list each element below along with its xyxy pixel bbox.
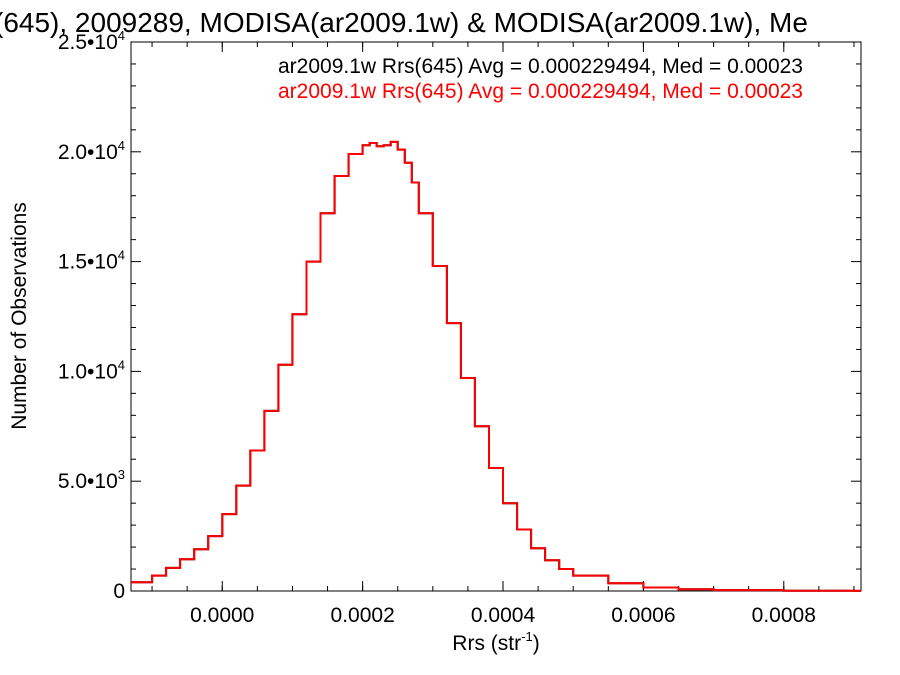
legend-entry-1: ar2009.1w Rrs(645) Avg = 0.000229494, Me… [278,55,803,78]
series-line-2 [131,140,861,592]
x-tick-label: 0.0006 [611,604,675,627]
y-tick-label: 2.0•104 [58,138,125,164]
y-axis-label: Number of Observations [8,202,31,430]
y-tick-label: 1.5•104 [58,248,125,274]
x-tick-label: 0.0004 [471,604,536,627]
x-axis-label: Rrs (str-1) [452,629,539,655]
x-tick-label: 0.0000 [190,604,254,627]
y-tick-label: 5.0•103 [58,467,125,493]
y-axis-ticks: 0 5.0•103 1.0•104 1.5•104 2.0•104 2.5•104 [58,28,861,603]
x-axis-ticks: 0.0000 0.0002 0.0004 0.0006 0.0008 [151,42,855,627]
plot-frame [130,41,862,592]
y-tick-label: 2.5•104 [58,28,125,54]
legend-entry-2: ar2009.1w Rrs(645) Avg = 0.000229494, Me… [278,80,803,103]
series-line-1 [131,140,861,592]
y-tick-label: 0 [113,580,125,603]
legend: ar2009.1w Rrs(645) Avg = 0.000229494, Me… [278,55,803,103]
x-tick-label: 0.0008 [752,604,816,627]
series-layer [131,140,861,592]
y-tick-label: 1.0•104 [58,357,125,383]
chart-title: s(645), 2009289, MODISA(ar2009.1w) & MOD… [0,7,808,38]
x-tick-label: 0.0002 [331,604,395,627]
